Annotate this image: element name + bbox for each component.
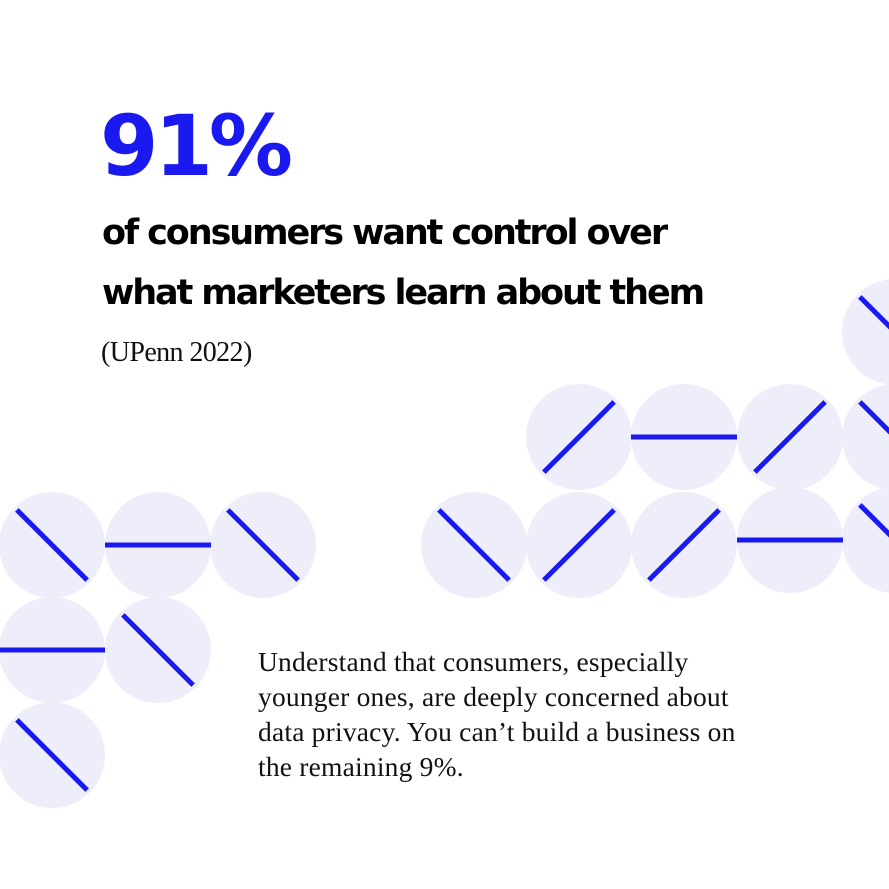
body-paragraph: Understand that consumers, especially yo… (258, 644, 858, 784)
pattern-circle (842, 384, 889, 490)
pattern-circle (105, 492, 211, 598)
stat-headline-line-1: of consumers want control over (102, 213, 668, 253)
pattern-stroke (542, 508, 616, 582)
pattern-circle (737, 487, 843, 593)
stat-source: (UPenn 2022) (101, 337, 252, 368)
pattern-stroke (542, 400, 616, 474)
pattern-stroke (226, 508, 300, 582)
body-line-2: younger ones, are deeply concerned about (258, 681, 729, 712)
pattern-stroke (647, 508, 721, 582)
pattern-circle (737, 384, 843, 490)
pattern-circle (0, 492, 105, 598)
pattern-circle (842, 279, 889, 385)
pattern-circle (526, 492, 632, 598)
body-line-1: Understand that consumers, especially (258, 646, 689, 677)
pattern-circle (631, 384, 737, 490)
pattern-stroke (15, 718, 89, 792)
body-line-4: the remaining 9%. (258, 751, 464, 782)
pattern-stroke (858, 503, 889, 538)
body-line-3: data privacy. You can’t build a business… (258, 716, 736, 747)
pattern-stroke (15, 508, 89, 582)
pattern-stroke (121, 613, 195, 687)
pattern-circle (421, 492, 527, 598)
pattern-circle (105, 597, 211, 703)
stat-headline-line-2: what marketers learn about them (102, 273, 705, 313)
pattern-circle (526, 384, 632, 490)
pattern-circle (0, 702, 105, 808)
pattern-stroke (753, 400, 827, 474)
pattern-stroke (858, 295, 889, 330)
pattern-circle (842, 487, 889, 593)
stat-headline: of consumers want control over what mark… (102, 203, 802, 323)
pattern-stroke (858, 400, 889, 435)
stat-percentage: 91% (100, 97, 293, 195)
pattern-circle (210, 492, 316, 598)
pattern-stroke (437, 508, 511, 582)
pattern-circle (631, 492, 737, 598)
pattern-circle (0, 597, 105, 703)
